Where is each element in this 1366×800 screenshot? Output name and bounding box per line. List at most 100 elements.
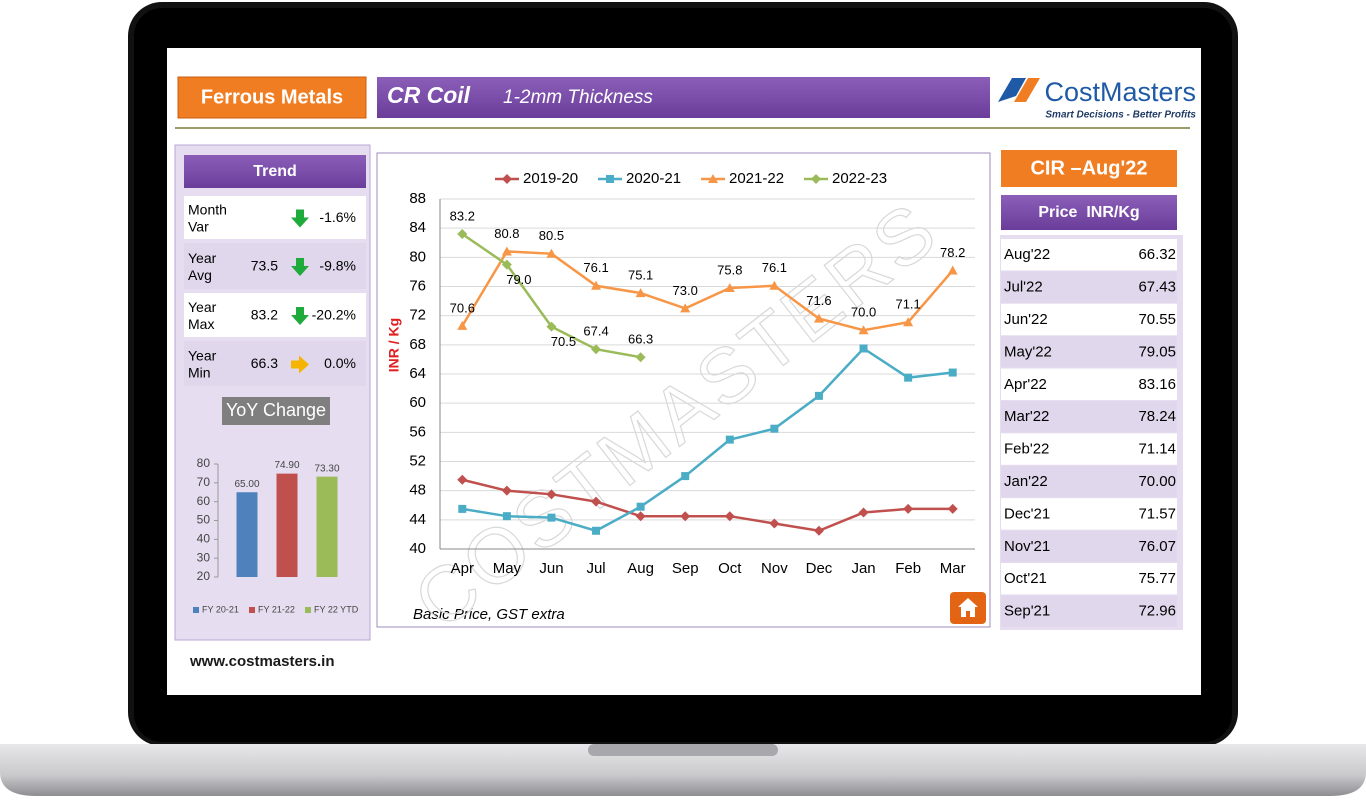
price-row [1001, 530, 1177, 562]
data-label: 75.8 [717, 262, 742, 277]
laptop-base [0, 744, 1366, 796]
yoy-title-box [222, 397, 330, 425]
marker [680, 511, 691, 522]
price-row [1001, 336, 1177, 368]
y-tick-label: 44 [409, 511, 426, 528]
legend-swatch [249, 607, 255, 613]
y-tick-label: 68 [409, 336, 426, 353]
marker [859, 344, 868, 353]
trend-value: 73.5 [251, 258, 278, 274]
marker [947, 265, 958, 275]
price-month: Jun'22 [1004, 311, 1048, 328]
trend-row [184, 341, 366, 386]
legend-label: 2022-23 [832, 170, 887, 187]
marker [813, 313, 824, 323]
cir-title: CIR –Aug'22 [1030, 157, 1147, 179]
bar [316, 476, 338, 577]
marker [606, 175, 614, 183]
price-month: Jul'22 [1004, 279, 1043, 296]
trend-value: 66.3 [251, 355, 278, 371]
x-tick-label: Jul [586, 560, 605, 577]
legend-label: FY 22 YTD [314, 604, 359, 614]
price-row [1001, 271, 1177, 303]
marker [547, 513, 556, 522]
marker [502, 174, 512, 184]
marker [903, 317, 914, 327]
x-tick-label: Aug [627, 560, 654, 577]
trend-change: 0.0% [324, 355, 356, 371]
trend-row [184, 293, 366, 337]
x-tick-label: Jan [851, 560, 875, 577]
price-value: 75.77 [1138, 570, 1176, 587]
series-line [462, 346, 953, 533]
price-month: Mar'22 [1004, 408, 1049, 425]
marker [546, 321, 557, 332]
price-value: 76.07 [1138, 538, 1176, 555]
trend-value: 83.2 [251, 307, 278, 323]
marker [457, 320, 468, 330]
chart-panel [376, 152, 991, 628]
marker [680, 303, 691, 313]
data-label: 78.2 [940, 245, 965, 260]
x-tick-label: Feb [895, 560, 921, 577]
price-title: Price INR/Kg [1038, 204, 1139, 221]
marker [592, 526, 601, 535]
legend-swatch [305, 607, 311, 613]
data-label: 79.0 [506, 272, 531, 287]
marker [947, 503, 958, 514]
series-line [461, 478, 953, 533]
x-tick-label: Jun [539, 560, 563, 577]
marker [770, 424, 779, 433]
trend-change: -1.6% [319, 209, 356, 225]
trend-title: Trend [253, 163, 297, 180]
price-month: Sep'21 [1004, 603, 1050, 620]
marker [501, 246, 512, 256]
marker [724, 511, 735, 522]
price-month: Dec'21 [1004, 505, 1050, 522]
price-value: 71.14 [1138, 441, 1176, 458]
marker [501, 259, 512, 270]
home-icon[interactable] [958, 598, 978, 617]
y-tick-label: 60 [409, 394, 426, 411]
y-tick-label: 84 [409, 219, 426, 236]
marker [858, 507, 869, 518]
arrow-right [291, 355, 309, 374]
marker [591, 344, 602, 355]
marker [502, 512, 511, 521]
y-tick-label: 56 [409, 423, 426, 440]
price-value: 71.57 [1138, 505, 1176, 522]
legend-label: 2019-20 [523, 170, 578, 187]
x-tick-label: Oct [718, 560, 742, 577]
y-tick-label: 80 [197, 456, 211, 470]
y-tick-label: 88 [409, 190, 426, 207]
bar [276, 473, 298, 577]
y-tick-label: 40 [197, 532, 211, 546]
product-box [377, 77, 990, 118]
data-label: 80.5 [539, 228, 564, 243]
data-label: 71.1 [895, 297, 920, 312]
price-value: 70.00 [1138, 473, 1176, 490]
price-row [1001, 498, 1177, 530]
marker [681, 472, 690, 481]
marker [458, 504, 467, 513]
trend-change: -20.2% [312, 307, 356, 323]
price-value: 72.96 [1138, 603, 1176, 620]
legend-label: FY 20-21 [202, 604, 239, 614]
marker [635, 511, 646, 522]
price-row [1001, 595, 1177, 627]
marker [591, 496, 602, 507]
data-label: 70.6 [450, 300, 475, 315]
x-tick-label: Apr [451, 560, 474, 577]
price-month: Oct'21 [1004, 570, 1047, 587]
price-value: 83.16 [1138, 376, 1176, 393]
marker [725, 435, 734, 444]
marker [811, 174, 821, 184]
x-tick-label: May [493, 560, 522, 577]
bar [236, 492, 258, 577]
price-row [1001, 433, 1177, 465]
price-row [1001, 239, 1177, 271]
marker [724, 282, 735, 292]
data-label: 83.2 [450, 208, 475, 223]
price-value: 67.43 [1138, 279, 1176, 296]
marker [501, 485, 512, 496]
